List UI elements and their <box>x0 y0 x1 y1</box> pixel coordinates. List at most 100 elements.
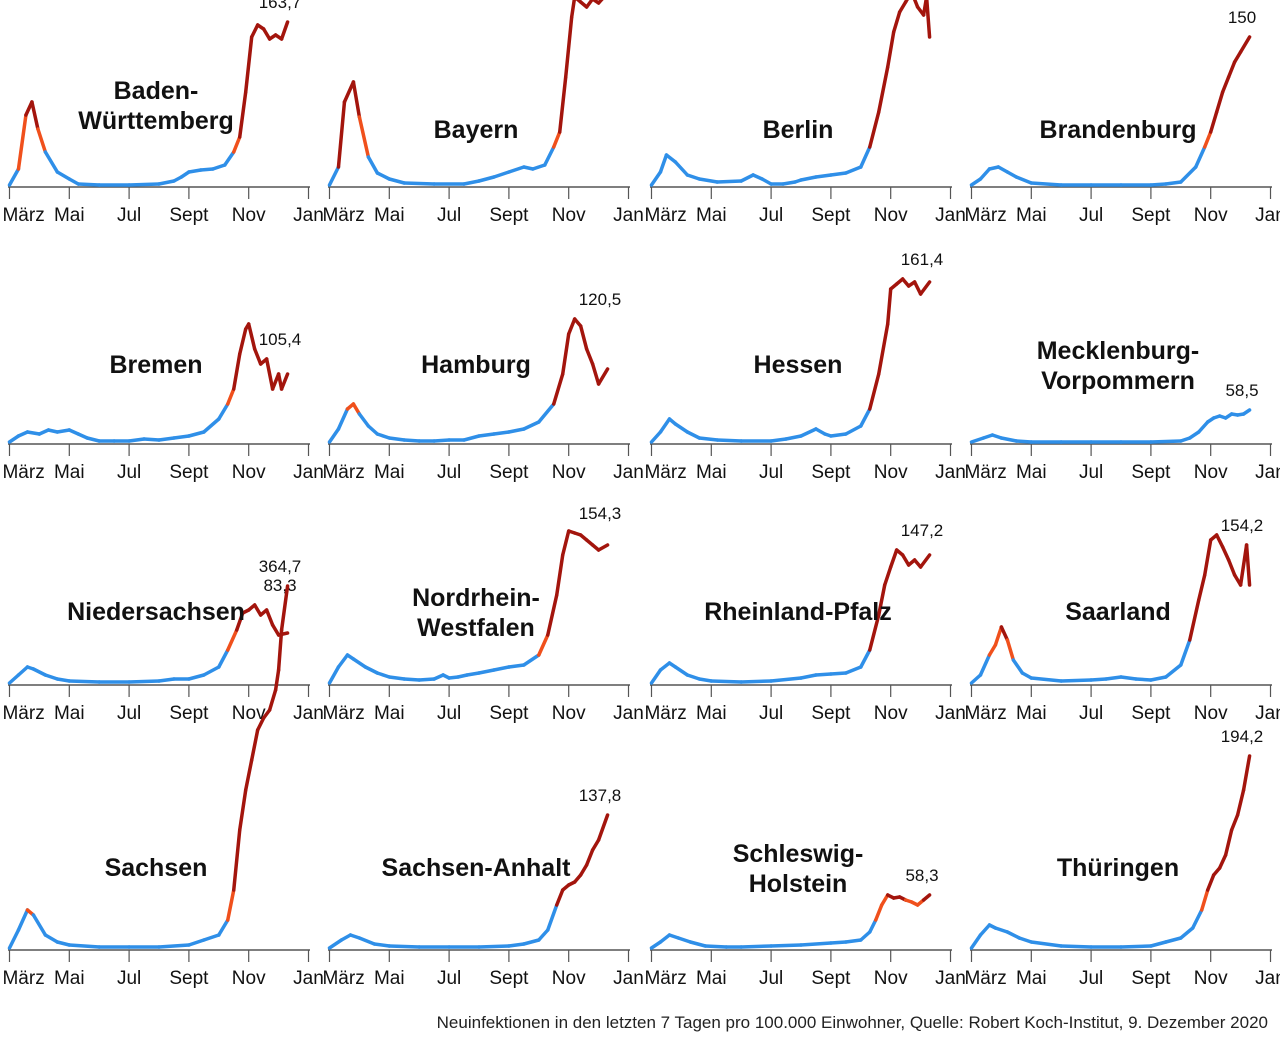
series-line-segment <box>43 673 60 681</box>
series-line-segment <box>814 672 833 677</box>
state-title-line: Westfalen <box>417 614 535 642</box>
series-line-segment <box>36 127 48 154</box>
series-line-segment <box>477 432 496 438</box>
x-tick-label: Jul <box>759 703 783 724</box>
state-title: Thüringen <box>1057 854 1179 882</box>
state-panel-schleswig-holstein: März Mai Jul Sept Nov Jan Schleswig-Holstein 58… <box>644 840 965 989</box>
x-tick-label: März <box>322 462 364 483</box>
series-line-segment <box>1202 538 1213 577</box>
x-tick-label: Jan <box>935 462 966 483</box>
x-tick-label: Jul <box>759 462 783 483</box>
series-line-segment <box>1194 145 1207 169</box>
x-tick-label: Jul <box>117 703 141 724</box>
series-line-segment <box>1089 677 1108 682</box>
x-tick-label: März <box>964 462 1006 483</box>
series-line-segment <box>261 27 272 41</box>
end-value-label: 83,3 <box>263 576 296 595</box>
x-tick-label: Jul <box>437 703 461 724</box>
series-line-segment <box>891 10 902 34</box>
x-tick-label: Jul <box>437 205 461 226</box>
series-line-segment <box>127 679 161 684</box>
series-line-segment <box>1241 408 1252 416</box>
series-line-segment <box>685 430 702 440</box>
state-panel-rheinland-pfalz: März Mai Jul Sept Nov Jan Rheinland-Pfalz 147,2 <box>644 521 965 724</box>
series-line-segment <box>273 668 281 692</box>
series-line-segment <box>372 942 392 948</box>
series-line-segment <box>1005 638 1016 662</box>
series-line-segment <box>327 665 341 685</box>
x-tick-label: Mai <box>54 968 85 989</box>
series-line-segment <box>673 160 690 177</box>
series-line-segment <box>1214 90 1225 114</box>
state-panel-hessen: März Mai Jul Sept Nov Jan Hessen 161,4 <box>644 250 965 483</box>
series-line-segment <box>522 938 541 946</box>
series-line-segment <box>1149 675 1168 682</box>
series-line-segment <box>649 430 663 444</box>
series-line-segment <box>1226 60 1237 79</box>
series-line-segment <box>918 553 932 569</box>
series-line-segment <box>697 436 720 442</box>
series-line-segment <box>769 676 803 683</box>
series-line-segment <box>387 436 406 442</box>
series-line-segment <box>375 171 392 181</box>
series-line-segment <box>127 182 161 187</box>
x-tick-label: März <box>322 205 364 226</box>
series-line-segment <box>1119 675 1138 681</box>
series-line-segment <box>993 625 1004 647</box>
series-line-segment <box>900 553 911 567</box>
series-line-segment <box>492 430 511 436</box>
series-line-segment <box>217 402 230 421</box>
series-line-segment <box>566 317 577 336</box>
series-line-segment <box>649 668 663 685</box>
x-tick-label: Nov <box>874 968 908 989</box>
series-line-segment <box>993 926 1010 934</box>
state-title-line: Thüringen <box>1057 854 1179 882</box>
series-line-segment <box>30 100 40 131</box>
series-line-segment <box>67 679 101 684</box>
x-tick-label: Nov <box>552 205 586 226</box>
series-line-segment <box>1196 420 1210 434</box>
series-line-segment <box>569 0 577 19</box>
series-line-segment <box>829 940 848 945</box>
series-line-segment <box>859 930 872 942</box>
state-title: Bremen <box>109 351 202 379</box>
series-line-segment <box>279 20 290 41</box>
x-tick-label: März <box>644 205 686 226</box>
series-line-segment <box>43 150 60 174</box>
series-line-segment <box>336 100 347 169</box>
state-panel-hamburg: März Mai Jul Sept Nov Jan Hamburg 120,5 <box>322 290 643 483</box>
x-tick-label: Nov <box>232 462 266 483</box>
series-line-segment <box>1179 638 1192 667</box>
x-tick-label: Nov <box>232 968 266 989</box>
series-line-segment <box>1202 130 1213 149</box>
series-line-segment <box>462 179 481 186</box>
series-line-segment <box>546 903 559 932</box>
series-line-segment <box>1014 175 1034 185</box>
series-line-segment <box>859 145 872 169</box>
series-line-segment <box>375 671 392 679</box>
series-line-segment <box>522 420 541 431</box>
series-line-segment <box>537 928 550 942</box>
series-line-segment <box>769 437 788 443</box>
x-tick-label: Mai <box>1016 968 1047 989</box>
series-line-segment <box>357 936 377 946</box>
x-tick-label: Mai <box>696 205 727 226</box>
series-line-segment <box>1005 930 1022 940</box>
series-line-segment <box>969 436 986 444</box>
x-tick-label: März <box>644 462 686 483</box>
series-line-segment <box>876 65 890 114</box>
x-tick-label: Nov <box>552 462 586 483</box>
series-line-segment <box>226 888 236 922</box>
x-tick-label: Nov <box>232 703 266 724</box>
series-line-segment <box>16 908 30 932</box>
series-line-segment <box>267 688 278 712</box>
x-tick-label: Nov <box>552 968 586 989</box>
x-tick-label: Jan <box>1255 968 1280 989</box>
series-line-segment <box>249 23 260 39</box>
series-line-segment <box>1059 678 1093 683</box>
series-line-segment <box>327 938 344 950</box>
series-line-segment <box>590 362 601 386</box>
series-line-segment <box>336 653 350 669</box>
series-line-segment <box>688 940 708 948</box>
x-tick-label: Sept <box>489 462 529 483</box>
